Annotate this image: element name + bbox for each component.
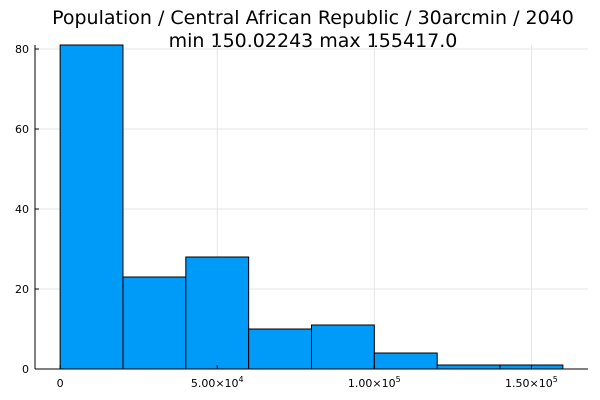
chart-title: Population / Central African Republic / … <box>52 7 574 29</box>
chart-subtitle: min 150.02243 max 155417.0 <box>169 30 458 52</box>
histogram-bar <box>248 328 312 370</box>
y-tick-label: 60 <box>15 123 29 136</box>
y-tick-label: 80 <box>15 43 29 56</box>
y-tick-label: 0 <box>22 363 29 376</box>
y-tick-label: 40 <box>15 203 29 216</box>
histogram-bar <box>373 352 438 370</box>
histogram-bar <box>436 364 501 370</box>
x-tick-label: 5.00×104 <box>191 375 244 390</box>
histogram-bar <box>311 324 375 370</box>
x-tick-label: 1.50×105 <box>505 375 558 390</box>
histogram-bar <box>122 276 187 370</box>
y-tick-label: 20 <box>15 283 29 296</box>
axes <box>34 45 588 370</box>
tick-labels: 0 20 40 60 80 0 5.00×104 1.00×105 1.50×105 <box>15 43 558 390</box>
x-tick-label: 0 <box>57 377 64 390</box>
histogram-bar <box>185 256 250 370</box>
x-tick-label: 1.00×105 <box>348 375 401 390</box>
histogram-bar <box>59 44 124 370</box>
bars <box>59 44 564 370</box>
